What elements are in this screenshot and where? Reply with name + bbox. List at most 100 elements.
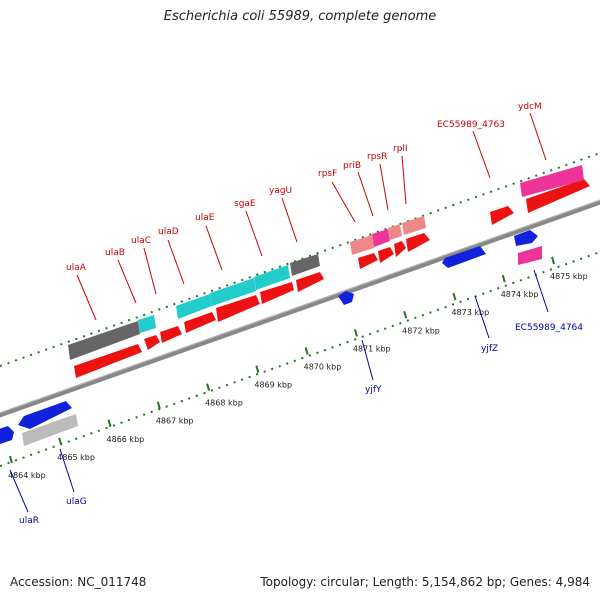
gene-label-yjfZ: yjfZ (481, 344, 498, 354)
feature-ulaR[interactable] (0, 426, 14, 446)
gene-label-rpsF: rpsF (318, 169, 337, 179)
callout-line (474, 295, 490, 339)
gene-label-ulaR: ulaR (19, 516, 39, 526)
gene-label-yagU: yagU (269, 186, 292, 196)
feature-ulaE[interactable] (210, 278, 256, 306)
callout-line (59, 448, 75, 493)
feature-red-1[interactable] (74, 344, 142, 378)
feature-ydcM[interactable] (520, 165, 584, 197)
scale-tick (403, 310, 408, 319)
scale-label: 4868 kbp (205, 399, 243, 408)
feature-yagU[interactable] (290, 254, 320, 276)
feature-red-10[interactable] (394, 241, 406, 257)
scale-tick (206, 383, 211, 391)
gene-label-ulaB: ulaB (105, 248, 125, 258)
scale-label: 4867 kbp (156, 417, 194, 426)
scale-tick (255, 365, 260, 373)
scale-label: 4874 kbp (501, 290, 539, 299)
callout-line (205, 225, 223, 271)
scale-label: 4872 kbp (402, 326, 440, 335)
feature-rpsF[interactable] (350, 235, 374, 255)
gene-label-rplI: rplI (393, 144, 408, 154)
scale-tick (9, 455, 13, 464)
feature-red-5[interactable] (216, 295, 260, 322)
feature-gray-rev[interactable] (22, 414, 78, 446)
gene-label-ulaG: ulaG (66, 497, 87, 507)
callout-line (401, 155, 407, 205)
scale-label: 4870 kbp (304, 362, 342, 371)
scale-label: 4871 kbp (353, 344, 391, 353)
gene-label-rpsR: rpsR (367, 152, 387, 162)
accession-text: Accession: NC_011748 (10, 575, 147, 589)
feature-red-7[interactable] (296, 272, 324, 292)
feature-sgaE[interactable] (254, 265, 290, 290)
callout-line (9, 469, 29, 513)
feature-ulaG[interactable] (18, 401, 72, 429)
feature-EC55989_4764[interactable] (514, 230, 538, 246)
feature-pink-rev[interactable] (518, 246, 542, 265)
scale-label: 4866 kbp (107, 435, 145, 444)
genome-backbone-highlight (0, 199, 600, 414)
feature-ulaD[interactable] (176, 294, 212, 319)
scale-tick (353, 329, 358, 337)
feature-red-4[interactable] (184, 312, 216, 333)
feature-red-6[interactable] (260, 282, 294, 304)
feature-red-9[interactable] (378, 247, 394, 263)
callout-line (143, 247, 157, 295)
scale-tick (304, 347, 309, 355)
feature-red-2[interactable] (144, 335, 160, 350)
gene-label-ulaA: ulaA (66, 263, 87, 273)
genome-backbone (0, 199, 600, 418)
feature-red-12[interactable] (490, 206, 514, 225)
gene-label-ulaC: ulaC (131, 236, 151, 246)
callout-line (361, 339, 374, 381)
gene-label-priB: priB (343, 161, 361, 171)
reverse-features (0, 230, 542, 446)
callout-line (245, 210, 263, 257)
scale-label: 4873 kbp (451, 308, 489, 317)
callout-line (379, 163, 389, 211)
feature-red-13[interactable] (526, 179, 590, 213)
feature-red-11[interactable] (406, 233, 430, 252)
map-title: Escherichia coli 55989, complete genome (163, 9, 437, 24)
callout-line (533, 269, 549, 313)
feature-rplI[interactable] (402, 216, 426, 235)
callout-line (357, 171, 374, 217)
forward-gene-labels: ulaA ulaB ulaC ulaD ulaE sgaE yagU rpsF … (66, 102, 547, 321)
feature-yjfZ[interactable] (442, 246, 486, 268)
feature-priB[interactable] (372, 229, 390, 247)
gene-label-ulaD: ulaD (158, 227, 179, 237)
feature-red-8[interactable] (358, 253, 378, 269)
gene-label-yjfY: yjfY (365, 385, 382, 395)
callout-line (76, 274, 97, 321)
scale-tick (551, 256, 555, 265)
scale-tick (501, 274, 506, 283)
gene-label-sgaE: sgaE (234, 199, 256, 209)
scale-tick (107, 419, 112, 428)
callout-line (167, 239, 185, 285)
feature-ulaB[interactable] (138, 315, 156, 333)
callout-line (281, 197, 298, 243)
forward-ruler (0, 152, 600, 367)
feature-rpsR[interactable] (388, 224, 402, 240)
scale-tick (156, 401, 161, 410)
callout-line (529, 112, 547, 161)
feature-ulaA[interactable] (68, 321, 140, 360)
scale-labels: 4864 kbp 4865 kbp 4866 kbp 4867 kbp 4868 kbp… (8, 256, 588, 480)
genome-summary-text: Topology: circular; Length: 5,154,862 bp… (260, 575, 590, 589)
gene-label-EC55989_4763: EC55989_4763 (437, 120, 505, 130)
forward-features (68, 165, 590, 378)
callout-line (117, 259, 137, 304)
reverse-gene-labels: ulaR ulaG yjfY yjfZ EC55989_4764 (9, 269, 583, 526)
scale-label: 4875 kbp (550, 272, 588, 281)
gene-label-ydcM: ydcM (518, 102, 542, 112)
callout-line (331, 181, 356, 223)
scale-tick (58, 437, 63, 446)
scale-label: 4864 kbp (8, 471, 46, 480)
scale-label: 4865 kbp (57, 453, 95, 462)
scale-label: 4869 kbp (254, 381, 292, 390)
gene-label-ulaE: ulaE (195, 213, 215, 223)
scale-tick (452, 292, 457, 301)
feature-yjfY[interactable] (338, 291, 354, 305)
feature-red-3[interactable] (160, 326, 182, 343)
